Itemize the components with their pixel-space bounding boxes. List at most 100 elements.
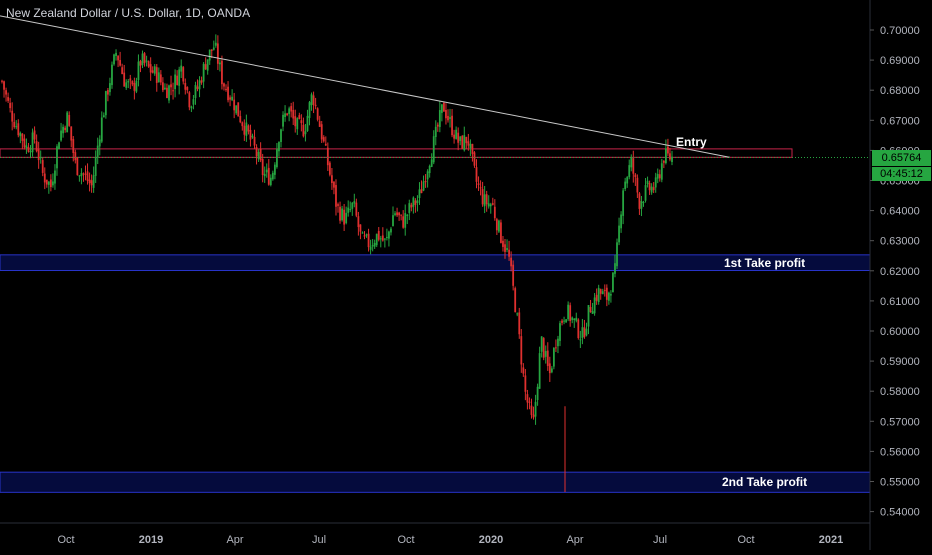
candle-body xyxy=(25,145,28,149)
candle-body xyxy=(424,180,427,183)
candle-body xyxy=(308,102,311,118)
candle-body xyxy=(94,157,97,176)
candle-body xyxy=(153,66,156,74)
candle-body xyxy=(559,323,561,341)
candle-body xyxy=(603,290,606,292)
candle-body xyxy=(221,60,223,85)
candle-body xyxy=(388,231,390,239)
candle-body xyxy=(54,170,56,184)
candle-body xyxy=(428,165,431,174)
candle-body xyxy=(341,208,343,221)
candle-body xyxy=(530,405,533,415)
candle-body xyxy=(652,187,655,191)
candle-body xyxy=(127,81,130,83)
candle-body xyxy=(339,206,341,221)
candle-body xyxy=(149,64,152,73)
candle-body xyxy=(365,234,368,236)
price-tick-label: 0.63000 xyxy=(880,236,920,248)
candle-body xyxy=(418,189,421,199)
candle-body xyxy=(88,179,91,184)
candle-body xyxy=(634,174,637,178)
candle-body xyxy=(632,158,635,174)
candle-body xyxy=(434,126,437,138)
candle-body xyxy=(502,240,504,247)
candle-body xyxy=(557,338,559,347)
candle-body xyxy=(426,171,429,180)
time-tick-label: Jul xyxy=(653,534,667,546)
candle-body xyxy=(121,67,124,75)
candle-body xyxy=(363,235,366,237)
candle-body xyxy=(184,82,187,90)
candle-body xyxy=(516,313,519,315)
candle-body xyxy=(337,204,339,206)
candle-body xyxy=(416,200,419,204)
candle-body xyxy=(27,147,30,152)
candle-body xyxy=(367,233,370,248)
time-tick-label: 2019 xyxy=(139,534,163,546)
candle-body xyxy=(628,165,631,178)
candle-body xyxy=(650,186,653,193)
candle-body xyxy=(206,59,209,71)
candle-body xyxy=(573,318,576,320)
candle-body xyxy=(129,78,132,81)
time-tick-label: Oct xyxy=(737,534,754,546)
candle-body xyxy=(601,291,604,295)
candle-body xyxy=(292,109,295,119)
candle-body xyxy=(383,238,386,240)
price-tick-label: 0.61000 xyxy=(880,296,920,308)
candle-body xyxy=(282,114,284,127)
candle-body xyxy=(300,120,303,124)
candle-body xyxy=(467,141,470,146)
candle-body xyxy=(96,145,99,158)
candle-body xyxy=(125,82,128,88)
candle-body xyxy=(64,127,67,131)
candle-body xyxy=(394,213,396,215)
candle-body xyxy=(17,123,20,136)
current-price-tag: 0.65764 xyxy=(872,150,931,166)
candle-body xyxy=(506,248,508,250)
candle-body xyxy=(479,187,482,189)
candle-body xyxy=(579,339,582,341)
candle-body xyxy=(294,116,297,127)
candle-body xyxy=(644,185,647,201)
candle-body xyxy=(404,213,407,228)
candle-body xyxy=(361,232,364,234)
candle-body xyxy=(400,214,403,216)
candle-body xyxy=(13,121,16,128)
candle-body xyxy=(58,142,60,150)
candle-body xyxy=(408,203,411,213)
candle-body xyxy=(493,206,496,219)
price-tick-label: 0.56000 xyxy=(880,446,920,458)
time-tick-label: 2021 xyxy=(819,534,843,546)
candle-body xyxy=(614,263,616,274)
candle-body xyxy=(430,159,433,167)
candle-body xyxy=(251,135,254,138)
candle-body xyxy=(231,96,234,101)
candle-body xyxy=(475,167,478,182)
candle-body xyxy=(290,106,293,112)
candle-body xyxy=(60,130,62,141)
candle-body xyxy=(100,117,103,142)
candle-body xyxy=(186,87,189,91)
candle-body xyxy=(131,81,134,85)
candle-body xyxy=(379,238,382,240)
candle-body xyxy=(398,212,401,216)
candle-body xyxy=(461,135,464,149)
candle-body xyxy=(563,320,565,322)
candle-body xyxy=(518,312,521,335)
candle-body xyxy=(591,311,594,314)
candle-body xyxy=(385,236,388,238)
candle-body xyxy=(115,52,117,56)
candle-body xyxy=(607,292,610,301)
tp2-label: 2nd Take profit xyxy=(722,475,808,489)
candle-body xyxy=(298,115,301,119)
candle-body xyxy=(528,401,531,403)
candle-body xyxy=(312,95,315,105)
candle-body xyxy=(542,338,545,358)
candle-body xyxy=(62,126,64,134)
candle-body xyxy=(497,220,500,232)
candle-body xyxy=(463,135,466,151)
candle-body xyxy=(104,91,107,116)
